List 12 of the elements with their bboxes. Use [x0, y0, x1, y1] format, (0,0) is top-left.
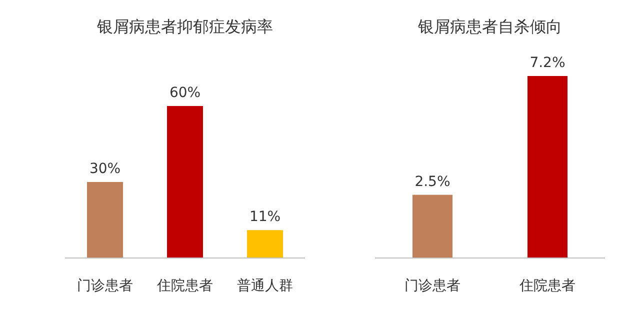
- data-label: 11%: [249, 209, 281, 226]
- x-tick-label: 住院患者: [518, 278, 576, 294]
- chart-title: 银屑病患者抑郁症发病率: [96, 17, 273, 36]
- data-label: 7.2%: [530, 55, 566, 71]
- data-label: 30%: [89, 161, 121, 177]
- data-label: 2.5%: [414, 174, 450, 190]
- data-label: 60%: [169, 85, 201, 101]
- x-tick-label: 门诊患者: [77, 278, 133, 294]
- chart-title: 银屑病患者自杀倾向: [417, 17, 562, 36]
- x-tick-label: 门诊患者: [404, 278, 460, 294]
- x-tick-label: 普通人群: [237, 277, 293, 294]
- x-tick-label: 住院患者: [156, 278, 213, 294]
